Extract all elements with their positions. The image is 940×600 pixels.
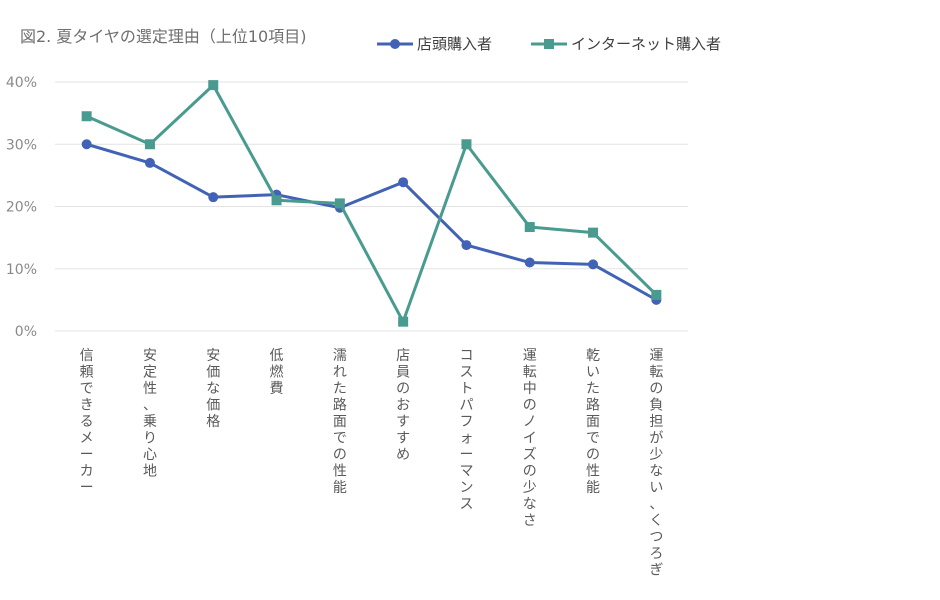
legend-marker (390, 39, 400, 49)
legend-label: インターネット購入者 (571, 35, 721, 53)
data-point (208, 192, 219, 203)
legend-item: インターネット購入者 (531, 35, 721, 53)
data-point (524, 257, 535, 268)
x-axis: 信頼できるメーカー 安定性、乗り心地 安価な価格 低燃費 濡れた路面での性能 店員のおすす… (80, 348, 664, 579)
series-1 (81, 139, 662, 305)
data-point (588, 227, 599, 238)
gridlines (55, 81, 688, 332)
data-point (81, 139, 92, 150)
data-point (334, 198, 345, 209)
x-tick-label: 店員のおすすめ (396, 348, 410, 463)
x-tick-label: 運転の負担が少ない、くつろぎ (649, 348, 663, 579)
legend-item: 店頭購入者 (377, 35, 492, 53)
data-point (208, 80, 219, 91)
legend: 店頭購入者 インターネット購入者 (377, 35, 721, 53)
x-tick-label: 信頼できるメーカー (80, 348, 94, 496)
x-tick-label: 運転中のノイズの少なさ (523, 348, 537, 529)
data-point (398, 177, 409, 188)
x-tick-label: 安価な価格 (206, 348, 220, 430)
y-tick-label: 40% (6, 75, 37, 91)
data-point (651, 289, 662, 300)
x-tick-label: コストパフォーマンス (459, 348, 473, 513)
series-2 (81, 80, 662, 327)
y-tick-label: 0% (15, 324, 37, 340)
data-point (461, 139, 472, 150)
series-line (85, 142, 658, 302)
x-tick-label: 低燃費 (270, 348, 284, 397)
series-line (85, 83, 658, 324)
y-tick-label: 20% (6, 200, 37, 216)
y-tick-label: 10% (6, 262, 37, 278)
x-tick-label: 安定性、乗り心地 (143, 348, 157, 480)
data-point (144, 139, 155, 150)
series-layer (81, 80, 662, 327)
y-tick-label: 30% (6, 137, 37, 153)
data-point (524, 222, 535, 233)
data-point (271, 195, 282, 206)
x-tick-label: 乾いた路面での性能 (586, 348, 600, 496)
data-point (81, 111, 92, 122)
y-axis: 0% 10% 20% 30% 40% (6, 75, 37, 340)
legend-label: 店頭購入者 (417, 35, 492, 53)
data-point (588, 259, 599, 270)
chart-title: 図2. 夏タイヤの選定理由（上位10項目) (20, 27, 306, 46)
data-point (144, 157, 155, 168)
legend-marker (544, 39, 554, 49)
data-point (398, 316, 409, 327)
data-point (461, 240, 472, 251)
x-tick-label: 濡れた路面での性能 (333, 348, 347, 496)
